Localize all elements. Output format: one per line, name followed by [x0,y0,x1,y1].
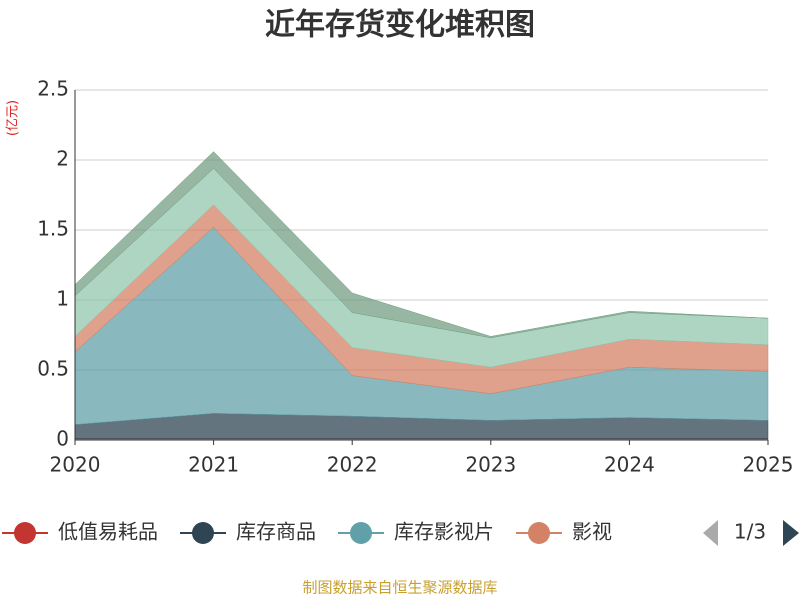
source-note: 制图数据来自恒生聚源数据库 [302,579,497,597]
y-tick-label: 1.5 [37,217,69,241]
chart-title: 近年存货变化堆积图 [265,8,535,43]
legend-prev[interactable] [703,520,718,546]
y-tick-label: 1 [56,287,69,311]
legend-marker [528,522,550,544]
legend-label: 影视 [572,520,612,544]
legend-next[interactable] [783,520,799,546]
y-unit: (亿元) [6,100,21,136]
x-tick-label: 2021 [188,453,239,477]
legend-marker [350,522,372,544]
y-tick-label: 2.5 [37,77,69,101]
legend-label: 库存商品 [236,520,316,544]
legend-label: 低值易耗品 [58,520,158,544]
y-tick-label: 2 [56,147,69,171]
legend-label: 库存影视片 [394,520,494,544]
y-tick-label: 0.5 [37,357,69,381]
x-tick-label: 2025 [743,453,794,477]
legend-marker [14,522,36,544]
x-tick-label: 2020 [50,453,101,477]
legend-page: 1/3 [734,520,766,544]
x-tick-label: 2024 [604,453,655,477]
x-tick-label: 2022 [327,453,378,477]
x-tick-label: 2023 [465,453,516,477]
legend-marker [192,522,214,544]
y-tick-label: 0 [56,427,69,451]
area [74,151,769,339]
